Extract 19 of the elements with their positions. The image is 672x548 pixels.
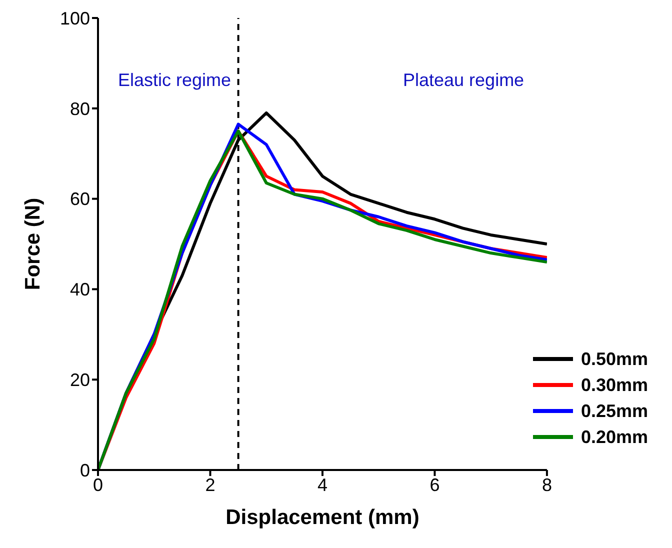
legend-label: 0.30mm: [580, 374, 648, 397]
annotation: Elastic regime: [118, 70, 232, 91]
x-tick-label: 0: [92, 474, 104, 495]
y-tick-label: 60: [70, 189, 90, 210]
y-tick-label: 0: [80, 460, 90, 480]
legend-label: 0.25mm: [580, 400, 648, 423]
y-tick-label: 80: [70, 98, 90, 119]
x-tick-label: 2: [205, 474, 216, 495]
x-axis-title: Displacement (mm): [226, 506, 420, 529]
legend-label: 0.50mm: [580, 348, 648, 371]
y-tick-label: 100: [60, 8, 90, 28]
annotation: Plateau regime: [403, 70, 524, 91]
y-tick-label: 20: [70, 370, 90, 390]
x-tick-label: 4: [317, 474, 328, 495]
legend-label: 0.20mm: [580, 426, 648, 449]
y-tick-label: 40: [70, 280, 90, 300]
x-tick-label: 8: [542, 474, 552, 495]
x-tick-label: 6: [430, 474, 440, 495]
y-axis-title: Force (N): [21, 198, 44, 290]
